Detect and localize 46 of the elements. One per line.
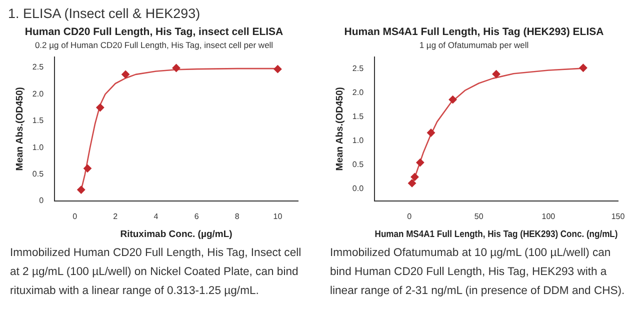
y-tick-label: 2.5 (352, 64, 364, 74)
point (172, 64, 180, 72)
point (408, 179, 416, 188)
point (83, 164, 92, 172)
y-tick-label: 1.5 (352, 112, 364, 122)
y-axis-title: Mean Abs.(OD450) (14, 87, 26, 171)
point (427, 128, 436, 137)
chart-title: Human MS4A1 Full Length, His Tag (HEK293) ELISA (344, 26, 604, 38)
x-tick-label: 6 (194, 212, 200, 222)
x-tick-label: 150 (611, 212, 626, 222)
x-tick-label: 10 (273, 212, 283, 222)
x-tick-label: 50 (474, 212, 484, 222)
chart-subtitle: 1 µg of Ofatumumab per well (419, 40, 529, 50)
x-tick-label: 0 (72, 212, 78, 222)
point (448, 96, 457, 104)
y-tick-label: 0.5 (352, 160, 364, 170)
y-tick-label: 0.0 (352, 184, 364, 194)
point (77, 186, 86, 194)
x-tick-label: 4 (154, 212, 159, 222)
text: 1. ELISA (Insect cell & HEK293) (8, 6, 200, 21)
y-tick-label: 0.5 (32, 170, 44, 178)
chart-title: Human CD20 Full Length, His Tag, insect cell ELISA (24, 26, 284, 38)
point (96, 104, 104, 112)
x-axis-title: Rituximab Conc. (µg/mL) (120, 228, 232, 240)
point (416, 158, 424, 167)
x-tick-label: 2 (113, 212, 118, 222)
y-tick-label: 2.0 (32, 89, 44, 98)
x-tick-label: 8 (234, 212, 240, 222)
y-tick-label: 2.0 (352, 88, 364, 98)
y-axis-title: Mean Abs.(OD450) (334, 87, 346, 171)
y-tick-label: 1.5 (32, 116, 44, 126)
y-tick-label: 1.0 (32, 142, 44, 152)
point (579, 64, 588, 72)
text: Immobilized Human CD20 Full Length, His Tag, Insect cell at 2 µg/mL (100 µL/well) on Nickel Coated Plate, can bind rituximab with a linear range of 0.313-1.25 µg/mL. (10, 246, 302, 299)
point (274, 65, 282, 74)
point (122, 70, 130, 78)
point (410, 172, 419, 181)
x-axis-title: Human MS4A1 Full Length, His Tag (HEK293) Conc. (ng/mL) (374, 228, 618, 240)
y-tick-label: 0 (39, 196, 44, 206)
chart-subtitle: 0.2 µg of Human CD20 Full Length, His Tag, insect cell per well (34, 40, 274, 50)
text: Immobilized Ofatumumab at 10 µg/mL (100 µL/well) can bind Human CD20 Full Length, His Tag, HEK293 with a linear range of 2-31 ng/mL (in presence of DDM and CHS). (330, 246, 626, 299)
point (492, 70, 500, 78)
y-tick-label: 1.0 (352, 136, 364, 146)
y-tick-label: 2.5 (32, 62, 44, 72)
x-tick-label: 100 (542, 212, 556, 222)
x-tick-label: 0 (407, 212, 412, 222)
